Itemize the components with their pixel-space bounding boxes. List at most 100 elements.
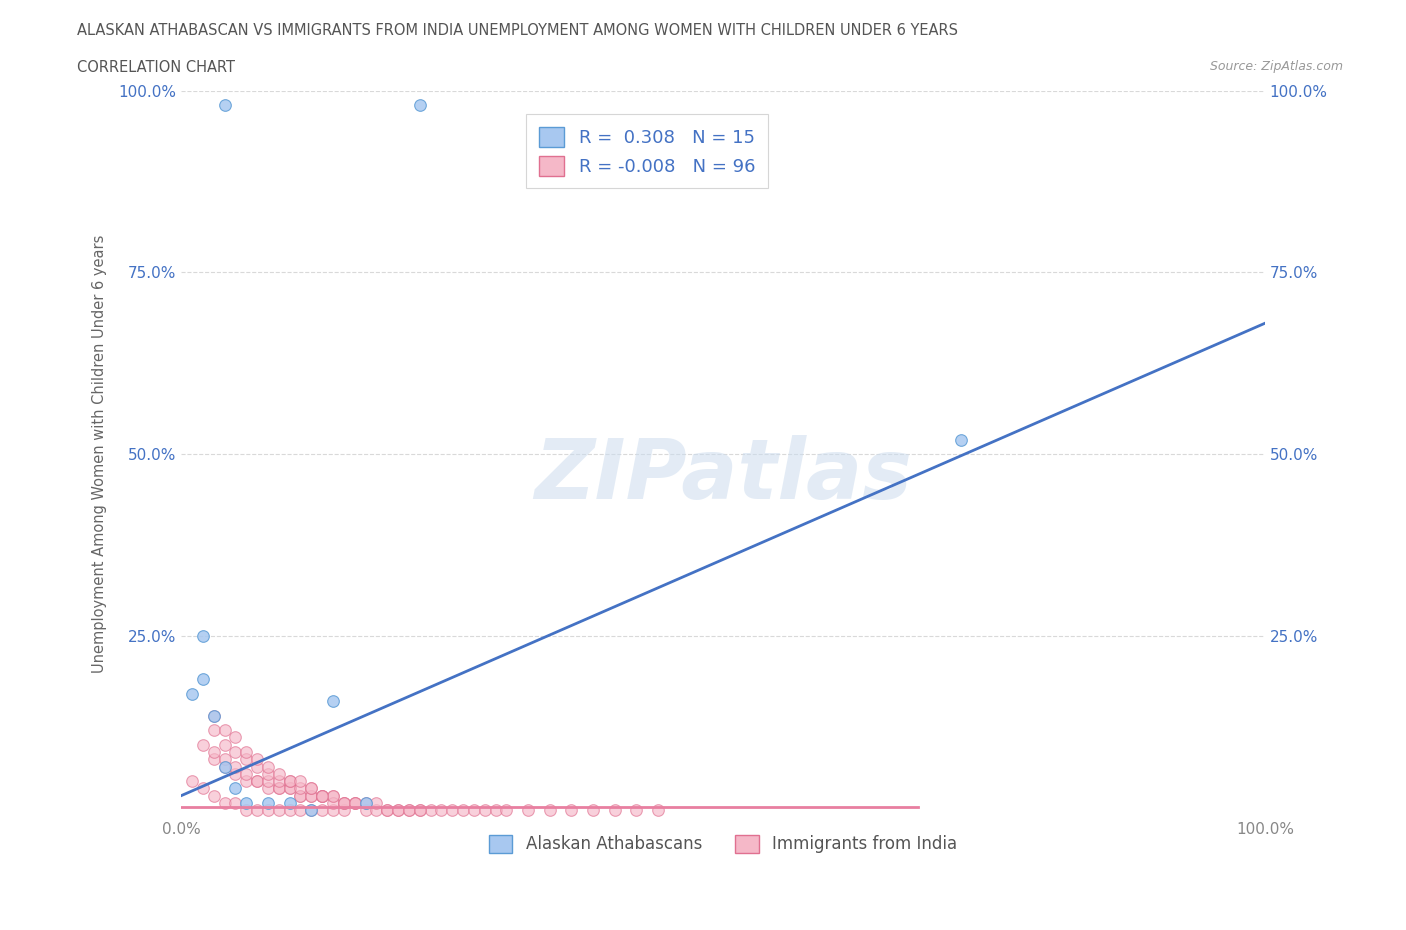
Point	[299, 803, 322, 817]
Point	[343, 795, 366, 810]
Point	[451, 803, 474, 817]
Text: ALASKAN ATHABASCAN VS IMMIGRANTS FROM INDIA UNEMPLOYMENT AMONG WOMEN WITH CHILDR: ALASKAN ATHABASCAN VS IMMIGRANTS FROM IN…	[77, 23, 959, 38]
Point	[202, 751, 225, 766]
Point	[278, 781, 301, 796]
Point	[398, 803, 420, 817]
Point	[398, 803, 420, 817]
Point	[322, 795, 344, 810]
Point	[299, 781, 322, 796]
Point	[354, 795, 377, 810]
Point	[278, 803, 301, 817]
Point	[246, 759, 269, 774]
Point	[181, 774, 204, 789]
Point	[311, 788, 333, 803]
Point	[408, 803, 430, 817]
Point	[267, 766, 290, 781]
Point	[191, 737, 214, 752]
Point	[647, 803, 669, 817]
Point	[235, 751, 257, 766]
Point	[214, 98, 236, 113]
Point	[463, 803, 485, 817]
Point	[322, 694, 344, 709]
Point	[224, 781, 246, 796]
Point	[214, 751, 236, 766]
Text: ZIPatlas: ZIPatlas	[534, 435, 912, 516]
Point	[257, 774, 280, 789]
Point	[202, 723, 225, 737]
Point	[235, 795, 257, 810]
Point	[278, 781, 301, 796]
Point	[246, 803, 269, 817]
Point	[495, 803, 517, 817]
Point	[322, 803, 344, 817]
Point	[202, 788, 225, 803]
Point	[267, 803, 290, 817]
Point	[257, 781, 280, 796]
Point	[278, 774, 301, 789]
Point	[333, 795, 356, 810]
Point	[257, 795, 280, 810]
Point	[278, 795, 301, 810]
Text: Source: ZipAtlas.com: Source: ZipAtlas.com	[1209, 60, 1343, 73]
Point	[267, 781, 290, 796]
Point	[214, 723, 236, 737]
Text: CORRELATION CHART: CORRELATION CHART	[77, 60, 235, 75]
Point	[333, 795, 356, 810]
Point	[311, 788, 333, 803]
Point	[224, 745, 246, 760]
Point	[202, 709, 225, 724]
Point	[419, 803, 441, 817]
Point	[224, 730, 246, 745]
Point	[387, 803, 409, 817]
Point	[299, 803, 322, 817]
Point	[181, 686, 204, 701]
Point	[224, 759, 246, 774]
Point	[290, 788, 312, 803]
Point	[214, 759, 236, 774]
Point	[430, 803, 453, 817]
Point	[202, 745, 225, 760]
Point	[191, 629, 214, 644]
Point	[224, 766, 246, 781]
Point	[311, 788, 333, 803]
Point	[484, 803, 506, 817]
Point	[290, 788, 312, 803]
Point	[311, 803, 333, 817]
Point	[333, 803, 356, 817]
Point	[299, 788, 322, 803]
Point	[408, 803, 430, 817]
Point	[257, 803, 280, 817]
Point	[299, 781, 322, 796]
Point	[582, 803, 605, 817]
Point	[257, 766, 280, 781]
Point	[235, 774, 257, 789]
Point	[202, 709, 225, 724]
Point	[387, 803, 409, 817]
Legend: Alaskan Athabascans, Immigrants from India: Alaskan Athabascans, Immigrants from Ind…	[482, 828, 965, 860]
Point	[214, 795, 236, 810]
Point	[246, 751, 269, 766]
Point	[333, 795, 356, 810]
Point	[246, 774, 269, 789]
Point	[322, 788, 344, 803]
Point	[366, 803, 388, 817]
Point	[299, 788, 322, 803]
Point	[214, 759, 236, 774]
Point	[290, 774, 312, 789]
Point	[366, 795, 388, 810]
Point	[343, 795, 366, 810]
Point	[235, 766, 257, 781]
Point	[441, 803, 464, 817]
Point	[267, 774, 290, 789]
Point	[603, 803, 626, 817]
Point	[354, 803, 377, 817]
Point	[191, 671, 214, 686]
Point	[375, 803, 398, 817]
Point	[950, 432, 973, 447]
Point	[235, 745, 257, 760]
Point	[214, 737, 236, 752]
Point	[278, 774, 301, 789]
Point	[191, 781, 214, 796]
Point	[322, 788, 344, 803]
Point	[246, 774, 269, 789]
